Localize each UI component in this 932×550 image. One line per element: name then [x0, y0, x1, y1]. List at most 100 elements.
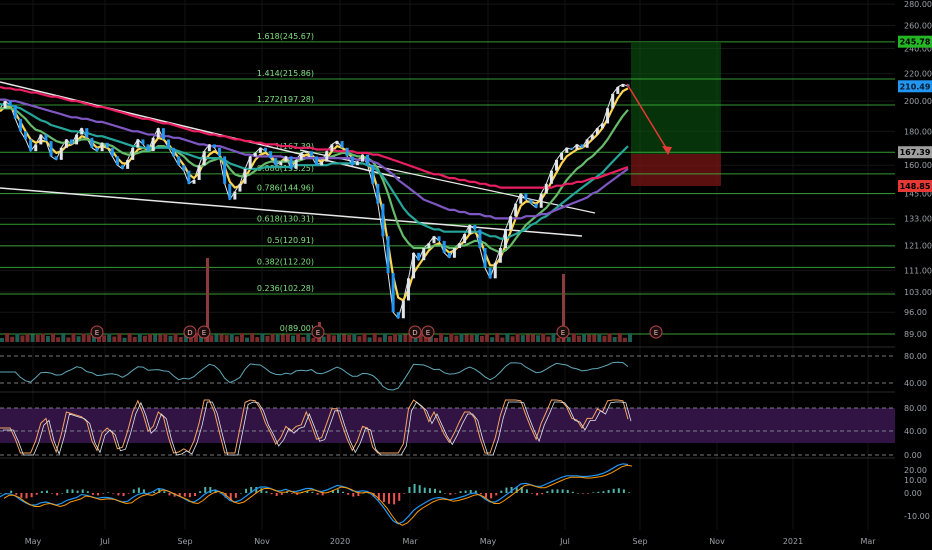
macd-histogram-bar: [566, 490, 569, 493]
candle: [483, 247, 487, 268]
time-axis[interactable]: May Jul Sep Nov 2020 Mar May Jul Sep Nov 2021 Mar: [25, 537, 877, 546]
candle: [121, 165, 125, 169]
volume-bar: [137, 333, 142, 342]
macd-histogram-bar: [612, 488, 615, 493]
volume-bar: [398, 334, 403, 342]
macd-histogram-bar: [311, 491, 314, 493]
candle: [437, 236, 441, 241]
volume-bar: [464, 334, 469, 342]
candle: [401, 300, 405, 319]
price-badge-label: 167.39: [900, 148, 931, 157]
candle: [391, 273, 395, 313]
volume-bars: [0, 258, 632, 342]
macd-histogram-bar: [336, 489, 339, 493]
volume-bar: [546, 336, 551, 342]
event-marker[interactable]: [556, 325, 570, 339]
candle: [345, 147, 349, 157]
volume-bar: [234, 336, 239, 342]
candle: [105, 142, 109, 148]
volume-bar: [209, 335, 214, 342]
candle: [131, 147, 135, 160]
candle: [233, 191, 237, 200]
volume-bar: [158, 334, 163, 342]
macd-histogram-bar: [178, 493, 181, 497]
candle: [80, 128, 84, 135]
macd-signal-line: [3, 464, 633, 526]
event-marker[interactable]: [311, 325, 325, 339]
candle: [585, 139, 589, 148]
candle: [44, 134, 48, 142]
macd-histogram-bar: [45, 490, 48, 493]
price-badge: [898, 146, 932, 159]
candle: [59, 147, 63, 160]
macd-histogram-bar: [168, 493, 171, 496]
volume-bar: [245, 337, 250, 342]
volume-bar: [377, 337, 382, 342]
candle: [75, 134, 79, 145]
candle: [24, 131, 28, 140]
candle: [396, 312, 400, 319]
macd-histogram-bar: [316, 493, 319, 495]
event-marker[interactable]: [90, 325, 104, 339]
volume-bar: [194, 333, 199, 342]
event-marker[interactable]: [183, 325, 197, 339]
candle: [315, 156, 319, 166]
macd-histogram-bar: [505, 487, 508, 493]
macd-histogram-bar: [250, 487, 253, 493]
macd-histogram-bar: [541, 493, 544, 495]
candle: [325, 151, 329, 162]
volume-bar: [45, 336, 50, 342]
macd-histogram-bar: [25, 493, 28, 499]
candle: [289, 156, 293, 169]
event-marker-label: E: [316, 329, 320, 337]
macd-histogram-bar: [91, 493, 94, 495]
macd-histogram-bar: [214, 489, 217, 493]
macd-histogram-bar: [413, 484, 416, 493]
price-tick-label: 180.00: [904, 127, 932, 136]
macd-histogram-bar: [592, 492, 595, 493]
candle: [514, 203, 518, 217]
volume-bar: [495, 333, 500, 342]
candle: [212, 144, 216, 148]
candle: [478, 229, 482, 248]
candle: [417, 252, 421, 261]
candle: [606, 108, 610, 124]
macd-histogram-bar: [433, 488, 436, 493]
event-marker[interactable]: [649, 325, 663, 339]
candle: [279, 161, 283, 166]
macd-histogram-bar: [296, 493, 299, 495]
event-marker[interactable]: [408, 325, 422, 339]
macd-histogram-bar: [40, 491, 43, 493]
volume-bar: [280, 334, 285, 342]
fib-level-label: 1.272(197.28): [257, 95, 314, 104]
price-badge: [898, 35, 932, 48]
macd-histogram-bar: [122, 493, 125, 496]
fib-level-label: 0(89.00): [280, 324, 314, 333]
price-tick-label: 133.00: [904, 214, 932, 223]
event-marker-label: D: [412, 329, 417, 337]
macd-histogram-bar: [97, 493, 100, 496]
candle: [458, 243, 462, 248]
candle: [621, 84, 625, 87]
macd-histogram-bar: [418, 485, 421, 493]
price-axis[interactable]: 280.00 260.00 240.00 220.00 200.00 180.00 160.…: [904, 0, 932, 339]
macd-histogram-bar: [597, 491, 600, 493]
volume-bar: [515, 333, 520, 342]
event-marker[interactable]: [197, 325, 211, 339]
macd-histogram-bar: [321, 493, 324, 496]
volume-bar: [260, 333, 265, 342]
candle: [141, 139, 145, 145]
volume-bar: [342, 334, 347, 342]
volume-bar: [132, 336, 137, 342]
candle: [197, 165, 201, 180]
volume-bar: [66, 337, 71, 342]
price-series-line: [0, 98, 629, 220]
volume-bar: [285, 333, 290, 342]
macd-histogram-bar: [112, 493, 115, 494]
macd-histogram-bar: [142, 489, 145, 493]
price-tick-label: 240.00: [904, 45, 932, 54]
candle: [493, 262, 497, 279]
event-marker[interactable]: [421, 325, 435, 339]
